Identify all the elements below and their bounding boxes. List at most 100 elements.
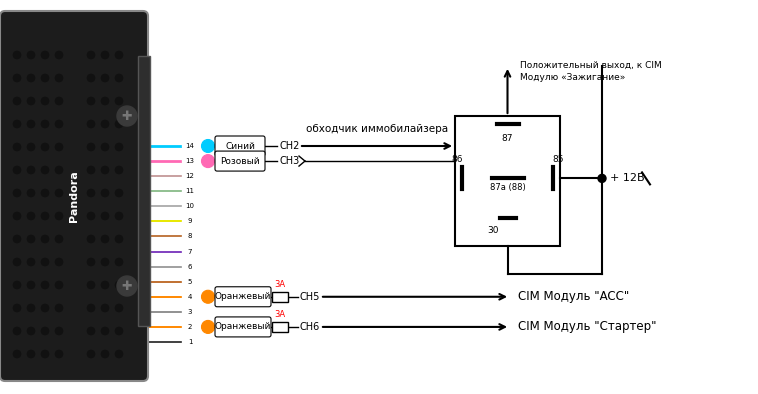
- Circle shape: [115, 143, 123, 151]
- Text: CH5: CH5: [300, 292, 321, 302]
- Text: 1: 1: [188, 339, 193, 345]
- Text: ✚: ✚: [122, 279, 132, 292]
- Circle shape: [13, 189, 21, 197]
- Text: Оранжевый: Оранжевый: [215, 322, 271, 331]
- Text: 9: 9: [188, 218, 193, 225]
- Circle shape: [87, 304, 95, 312]
- Circle shape: [202, 139, 215, 152]
- Circle shape: [41, 350, 49, 358]
- Text: CIM Модуль "ACC": CIM Модуль "ACC": [518, 290, 629, 303]
- Circle shape: [87, 327, 95, 335]
- Circle shape: [27, 258, 35, 266]
- FancyBboxPatch shape: [0, 11, 148, 381]
- Circle shape: [13, 74, 21, 82]
- Circle shape: [115, 281, 123, 289]
- Text: 12: 12: [186, 173, 195, 179]
- Circle shape: [55, 281, 63, 289]
- Circle shape: [101, 166, 109, 174]
- Text: 30: 30: [487, 226, 500, 235]
- Circle shape: [115, 120, 123, 128]
- Circle shape: [101, 189, 109, 197]
- Text: 3A: 3A: [274, 280, 286, 289]
- Circle shape: [202, 320, 215, 333]
- Circle shape: [87, 212, 95, 220]
- Circle shape: [41, 120, 49, 128]
- Circle shape: [87, 120, 95, 128]
- Circle shape: [101, 212, 109, 220]
- Circle shape: [87, 258, 95, 266]
- Text: 4: 4: [188, 294, 193, 300]
- Circle shape: [101, 51, 109, 59]
- Circle shape: [87, 235, 95, 243]
- Circle shape: [115, 212, 123, 220]
- Text: + 12В: + 12В: [610, 173, 644, 183]
- Circle shape: [41, 212, 49, 220]
- Text: 14: 14: [186, 143, 195, 149]
- Text: 87a (88): 87a (88): [490, 183, 525, 192]
- Circle shape: [183, 244, 198, 259]
- Text: 10: 10: [186, 203, 195, 209]
- Circle shape: [598, 175, 606, 182]
- Circle shape: [27, 281, 35, 289]
- Circle shape: [115, 235, 123, 243]
- Circle shape: [87, 74, 95, 82]
- Text: 13: 13: [186, 158, 195, 164]
- Circle shape: [183, 320, 198, 335]
- Circle shape: [13, 143, 21, 151]
- Circle shape: [202, 154, 215, 167]
- Text: Pandora: Pandora: [69, 170, 79, 222]
- Bar: [272, 292, 288, 302]
- Circle shape: [115, 74, 123, 82]
- Circle shape: [87, 97, 95, 105]
- Circle shape: [27, 166, 35, 174]
- Circle shape: [27, 212, 35, 220]
- Circle shape: [115, 51, 123, 59]
- Circle shape: [87, 51, 95, 59]
- Text: Синий: Синий: [225, 141, 255, 151]
- Circle shape: [27, 327, 35, 335]
- Text: 2: 2: [188, 324, 193, 330]
- Circle shape: [13, 166, 21, 174]
- Circle shape: [101, 143, 109, 151]
- Circle shape: [183, 199, 198, 214]
- Circle shape: [13, 235, 21, 243]
- Circle shape: [183, 184, 198, 199]
- Circle shape: [13, 304, 21, 312]
- Circle shape: [41, 281, 49, 289]
- Circle shape: [27, 189, 35, 197]
- Circle shape: [27, 51, 35, 59]
- Circle shape: [55, 97, 63, 105]
- Circle shape: [183, 229, 198, 244]
- Text: CH3: CH3: [279, 156, 299, 166]
- Circle shape: [101, 74, 109, 82]
- Circle shape: [183, 259, 198, 274]
- Circle shape: [115, 166, 123, 174]
- Circle shape: [115, 327, 123, 335]
- Circle shape: [13, 212, 21, 220]
- Circle shape: [55, 120, 63, 128]
- Circle shape: [183, 304, 198, 320]
- Circle shape: [41, 304, 49, 312]
- Text: 5: 5: [188, 279, 193, 285]
- Text: 8: 8: [188, 234, 193, 240]
- Circle shape: [55, 350, 63, 358]
- Text: Модулю «Зажигание»: Модулю «Зажигание»: [519, 73, 625, 82]
- Circle shape: [13, 281, 21, 289]
- Circle shape: [183, 154, 198, 169]
- Circle shape: [101, 235, 109, 243]
- Circle shape: [55, 212, 63, 220]
- Text: Оранжевый: Оранжевый: [215, 292, 271, 301]
- Circle shape: [183, 139, 198, 154]
- Circle shape: [41, 97, 49, 105]
- Circle shape: [13, 120, 21, 128]
- Circle shape: [41, 74, 49, 82]
- Circle shape: [87, 166, 95, 174]
- Text: 11: 11: [186, 188, 195, 194]
- Circle shape: [117, 106, 137, 126]
- Circle shape: [27, 97, 35, 105]
- Circle shape: [27, 120, 35, 128]
- Circle shape: [55, 74, 63, 82]
- Circle shape: [27, 74, 35, 82]
- FancyBboxPatch shape: [215, 151, 265, 171]
- Circle shape: [101, 120, 109, 128]
